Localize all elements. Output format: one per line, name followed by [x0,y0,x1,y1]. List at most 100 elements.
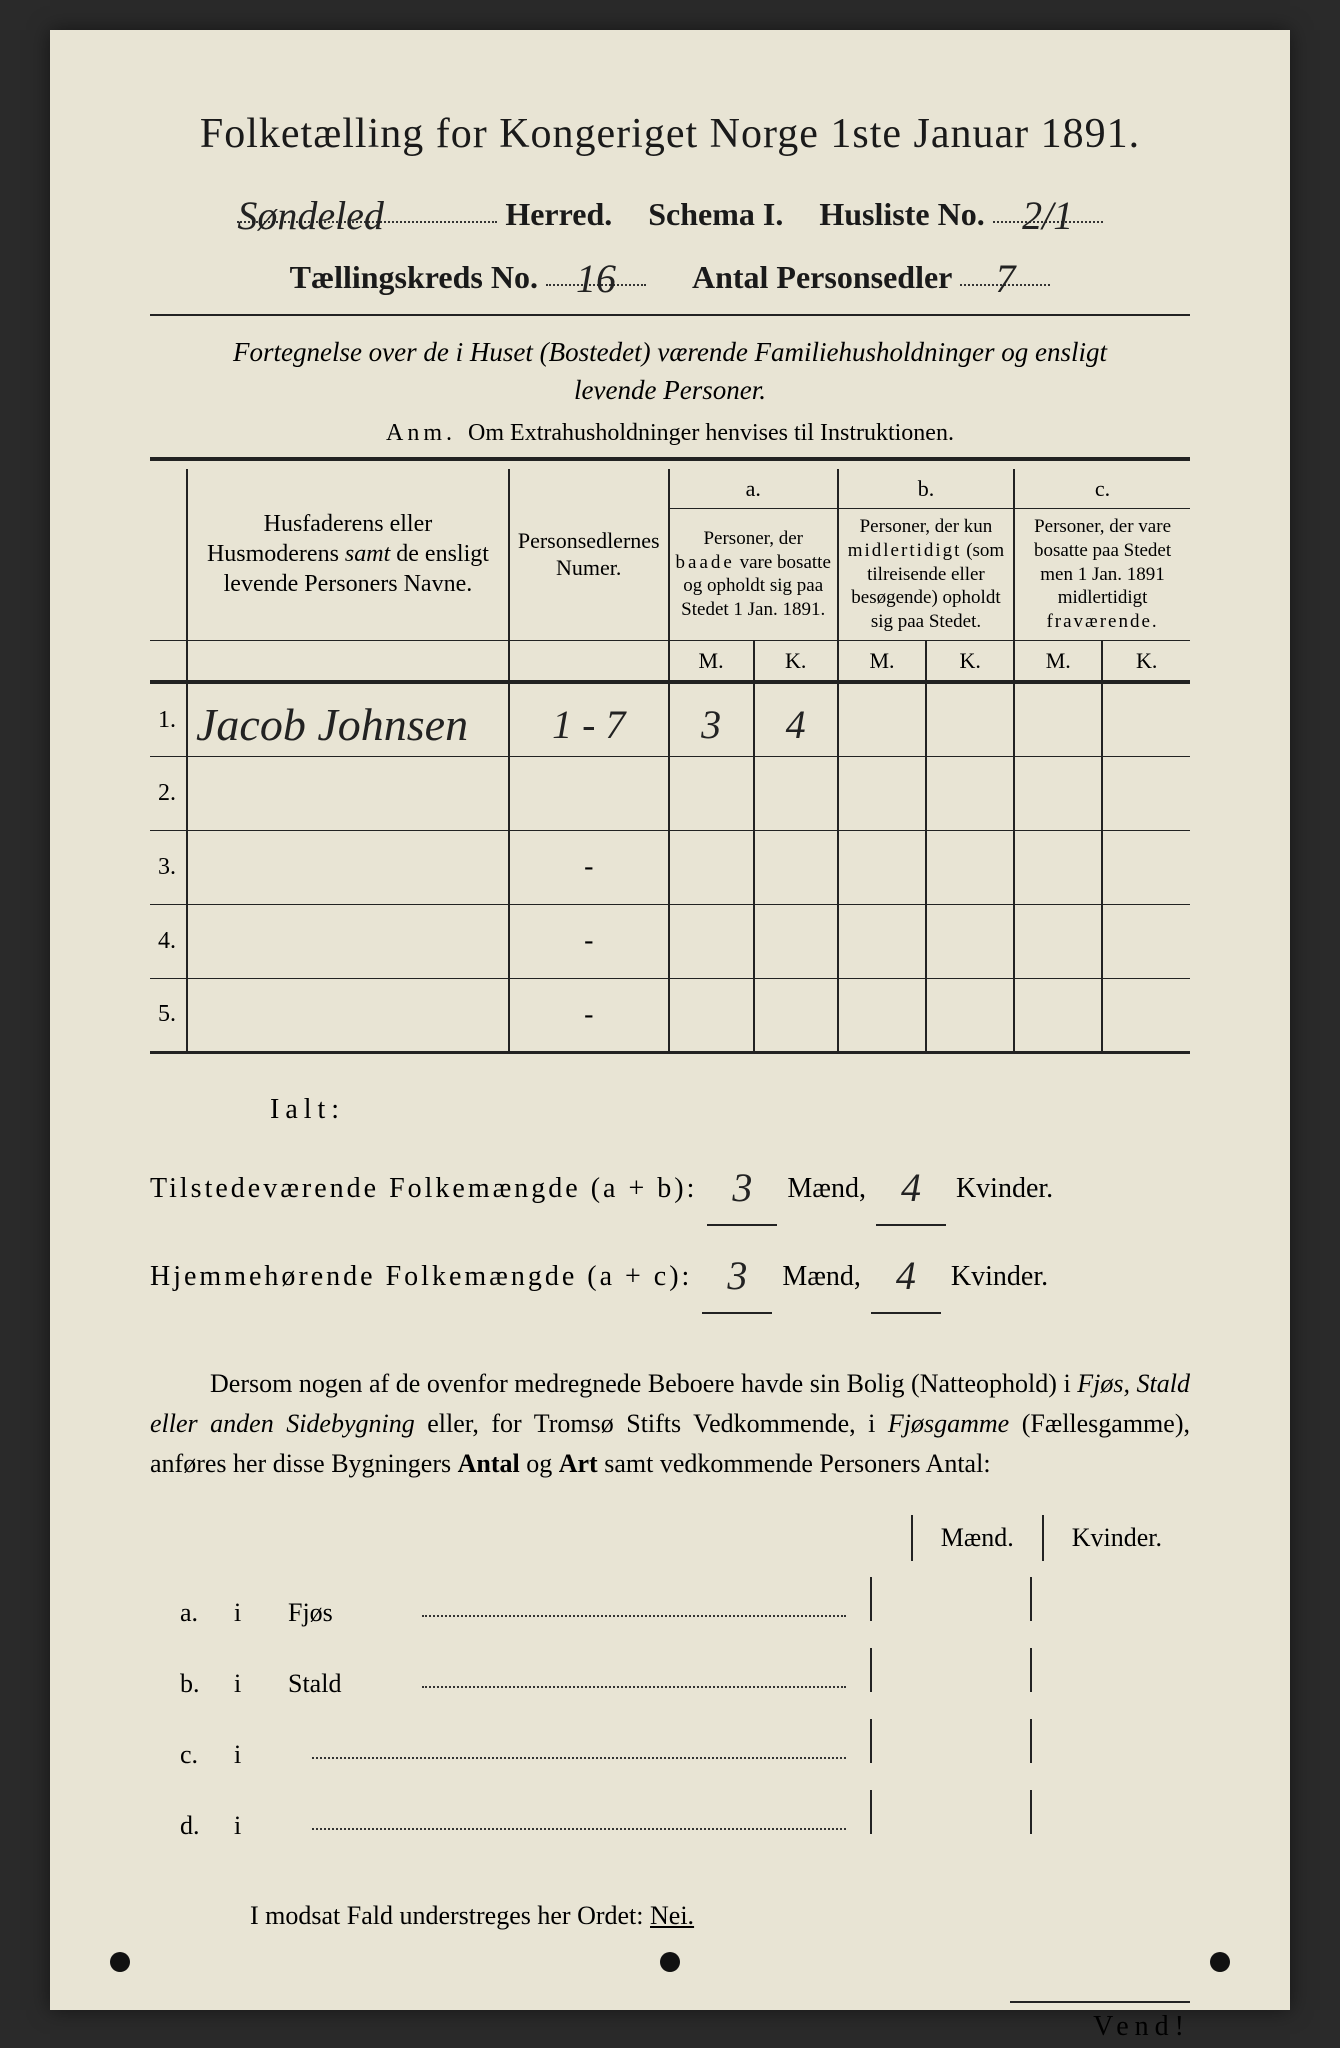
cell [669,978,754,1052]
subtitle-line1: Fortegnelse over de i Huset (Bostedet) v… [233,337,1107,367]
ink-dot [660,1952,680,1972]
herred-value: Søndeled [237,193,384,238]
cell [669,756,754,830]
cell [838,830,926,904]
page-title: Folketælling for Kongeriget Norge 1ste J… [150,110,1190,158]
row-num: 4. [150,904,187,978]
row-name [187,978,509,1052]
tl1-m: 3 [732,1165,752,1210]
dots [312,1733,846,1759]
mk-k: K. [1102,640,1190,682]
subtitle: Fortegnelse over de i Huset (Bostedet) v… [150,334,1190,410]
table-row: 3. - [150,830,1190,904]
total-line-2: Hjemmehørende Folkemængde (a + c): 3 Mæn… [150,1232,1190,1314]
col-num-header: Personsedlernes Numer. [509,469,669,641]
vend: Vend! [1010,2001,1190,2043]
tl2-k: 4 [896,1253,916,1298]
tail [870,1577,1190,1621]
row-name [187,904,509,978]
kvinder-label: Kvinder. [951,1249,1048,1305]
tl2-m: 3 [727,1253,747,1298]
census-form-paper: Folketælling for Kongeriget Norge 1ste J… [50,30,1290,2010]
table-row: 1. Jacob Johnsen 1 - 7 3 4 [150,682,1190,756]
abcd-i: i [234,1811,264,1841]
dots [422,1662,846,1688]
cell [754,904,838,978]
kreds-value: 16 [576,256,616,301]
tl1-k: 4 [901,1165,921,1210]
ink-dot [110,1952,130,1972]
cell [1102,978,1190,1052]
cell [926,978,1014,1052]
schema-label: Schema I. [648,196,783,233]
kvinder-label: Kvinder. [956,1161,1053,1217]
cell [754,756,838,830]
ialt-label: Ialt: [150,1082,1190,1138]
row-name [187,830,509,904]
tail [870,1790,1190,1834]
cell [926,830,1014,904]
modsat-text: I modsat Fald understreges her Ordet: [250,1901,644,1930]
husliste-label: Husliste No. [819,196,984,233]
col-a-label: a. [669,469,838,509]
census-table: Husfaderens eller Husmoderens samt de en… [150,469,1190,1054]
mk-m: M. [669,640,754,682]
mk-kvinder: Kvinder. [1042,1515,1190,1561]
ink-dot [1210,1952,1230,1972]
anm-text: Om Extrahusholdninger henvises til Instr… [468,420,954,446]
dots [312,1804,846,1830]
cell: 4 [786,702,806,747]
cell [1102,904,1190,978]
cell: - [509,978,669,1052]
abcd-label: Fjøs [288,1598,398,1628]
dots [422,1591,846,1617]
cell [838,978,926,1052]
cell [1014,830,1102,904]
row-num: 2. [150,756,187,830]
tl1-label: Tilstedeværende Folkemængde (a + b): [150,1161,697,1217]
row-num: 3. [150,830,187,904]
abcd-i: i [234,1740,264,1770]
cell [1014,904,1102,978]
anm-label: Anm. [386,420,456,446]
table-row: 4. - [150,904,1190,978]
cell [926,904,1014,978]
table-abc-row: Husfaderens eller Husmoderens samt de en… [150,469,1190,509]
cell [838,756,926,830]
col-b-text: Personer, der kun midlertidigt (som tilr… [838,509,1014,641]
antal-label: Antal Personsedler [692,259,952,296]
row-num: 1. [150,682,187,756]
anm-line: Anm. Om Extrahusholdninger henvises til … [150,420,1190,447]
cell [1102,756,1190,830]
herred-label: Herred. [505,196,612,233]
cell [1014,682,1102,756]
table-mk-row: M. K. M. K. M. K. [150,640,1190,682]
abcd-row: c. i [150,1709,1190,1780]
page-wrapper: Folketælling for Kongeriget Norge 1ste J… [0,0,1340,2048]
mk-maend: Mænd. [911,1515,1042,1561]
cell [754,830,838,904]
totals-block: Ialt: Tilstedeværende Folkemængde (a + b… [150,1082,1190,1314]
col-c-text: Personer, der vare bosatte paa Stedet me… [1014,509,1190,641]
paragraph: Dersom nogen af de ovenfor medregnede Be… [150,1364,1190,1485]
cell [1102,682,1190,756]
col-name-header: Husfaderens eller Husmoderens samt de en… [207,511,489,597]
abcd-i: i [234,1598,264,1628]
col-a-text: Personer, der baade vare bosatte og opho… [669,509,838,641]
maend-label: Mænd, [782,1249,861,1305]
abcd-key: c. [150,1740,210,1770]
cell [838,682,926,756]
antal-value: 7 [995,256,1015,301]
header-line-1: Søndeled Herred. Schema I. Husliste No. … [150,188,1190,233]
husliste-value: 2/1 [1022,193,1073,238]
col-b-label: b. [838,469,1014,509]
table-top-rule [150,457,1190,461]
nei: Nei. [650,1901,694,1930]
row-name [187,756,509,830]
abcd-key: a. [150,1598,210,1628]
cell [1102,830,1190,904]
mk-header: Mænd. Kvinder. [150,1515,1190,1561]
table-row: 5. - [150,978,1190,1052]
cell [1014,978,1102,1052]
abcd-key: b. [150,1669,210,1699]
